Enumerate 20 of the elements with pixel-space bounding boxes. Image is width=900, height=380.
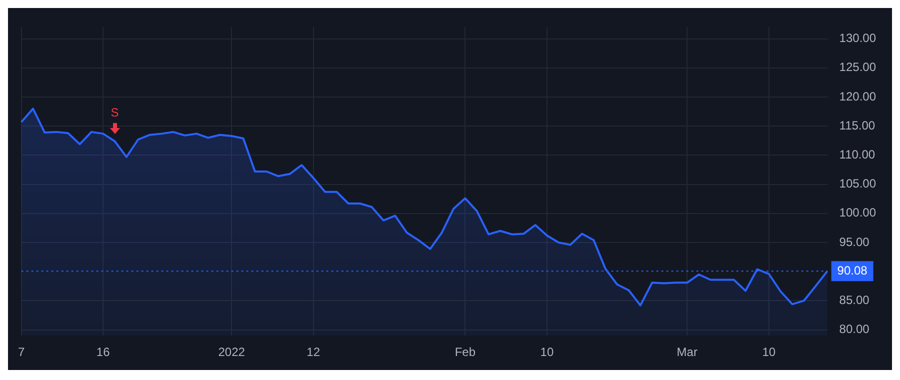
y-tick-label: 110.00	[839, 148, 876, 162]
x-tick-label: 10	[762, 345, 776, 360]
x-tick-label: 7	[18, 345, 25, 360]
x-tick-label: 12	[306, 345, 320, 360]
y-tick-label: 100.00	[839, 206, 876, 220]
y-tick-label: 105.00	[839, 176, 876, 191]
x-tick-label: 10	[540, 345, 554, 360]
y-tick-label: 95.00	[839, 234, 870, 249]
y-tick-label: 85.00	[839, 293, 870, 307]
y-tick-label: 115.00	[839, 118, 876, 132]
x-tick-label: 2022	[218, 345, 246, 360]
x-tick-label: Mar	[676, 345, 698, 360]
ref-line-label: 90.08	[837, 263, 868, 278]
x-tick-label: 16	[96, 345, 110, 360]
annotation: S	[110, 106, 119, 120]
y-tick-label: 130.00	[839, 31, 876, 46]
x-tick-label: Feb	[454, 345, 476, 360]
y-tick-label: 125.00	[839, 60, 876, 74]
y-tick-label: 80.00	[839, 322, 870, 336]
y-tick-label: 120.00	[839, 89, 876, 104]
